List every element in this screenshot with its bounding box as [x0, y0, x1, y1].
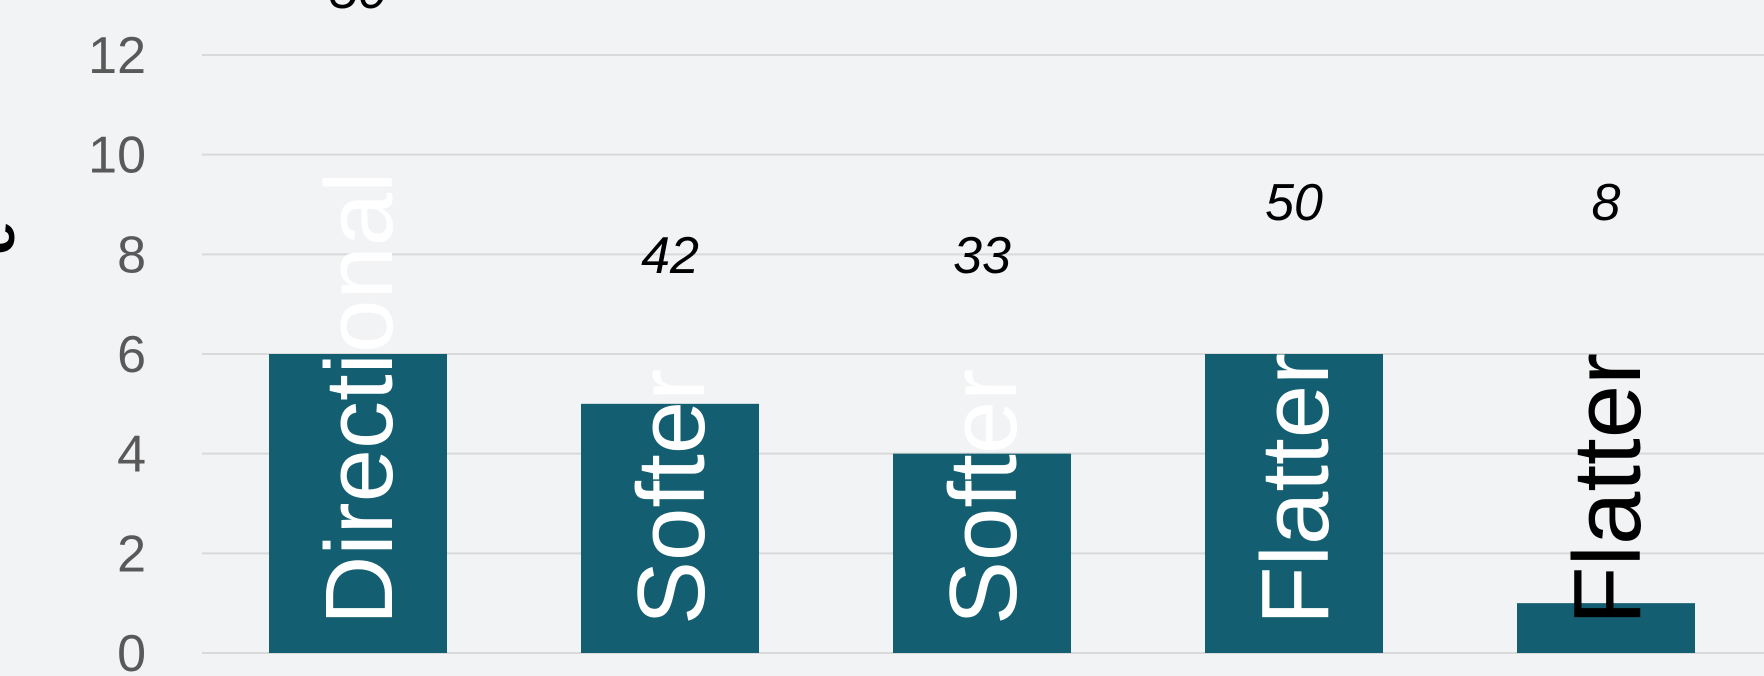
- y-axis-ticks: 0 2 4 6 8 10 12: [88, 27, 146, 676]
- data-label: 42: [641, 227, 699, 285]
- bar: [1517, 603, 1695, 653]
- category-label: Flatter: [1554, 353, 1661, 625]
- data-label: 50: [329, 0, 387, 20]
- bars: [269, 354, 1695, 653]
- data-labels: 50 42 33 50 8: [329, 0, 1620, 285]
- data-label: 33: [953, 227, 1011, 285]
- y-tick-label: 12: [88, 27, 146, 85]
- bar: [893, 453, 1071, 653]
- bar: [269, 354, 447, 653]
- category-label: Flatter: [1242, 353, 1349, 625]
- y-tick-label: 4: [117, 426, 146, 484]
- y-axis-label: e: [0, 221, 27, 254]
- y-tick-label: 6: [117, 326, 146, 384]
- data-label: 50: [1265, 174, 1323, 232]
- category-labels: Directional Softer Softer Flatter Flatter: [306, 171, 1661, 625]
- y-tick-label: 10: [88, 127, 146, 185]
- y-tick-label: 8: [117, 226, 146, 284]
- category-label: Softer: [618, 369, 725, 625]
- category-label: Directional: [306, 171, 413, 625]
- data-label: 8: [1592, 174, 1621, 232]
- y-tick-label: 2: [117, 525, 146, 583]
- bar: [581, 403, 759, 653]
- y-tick-label: 0: [117, 625, 146, 676]
- bar: [1205, 354, 1383, 653]
- category-label: Softer: [930, 369, 1037, 625]
